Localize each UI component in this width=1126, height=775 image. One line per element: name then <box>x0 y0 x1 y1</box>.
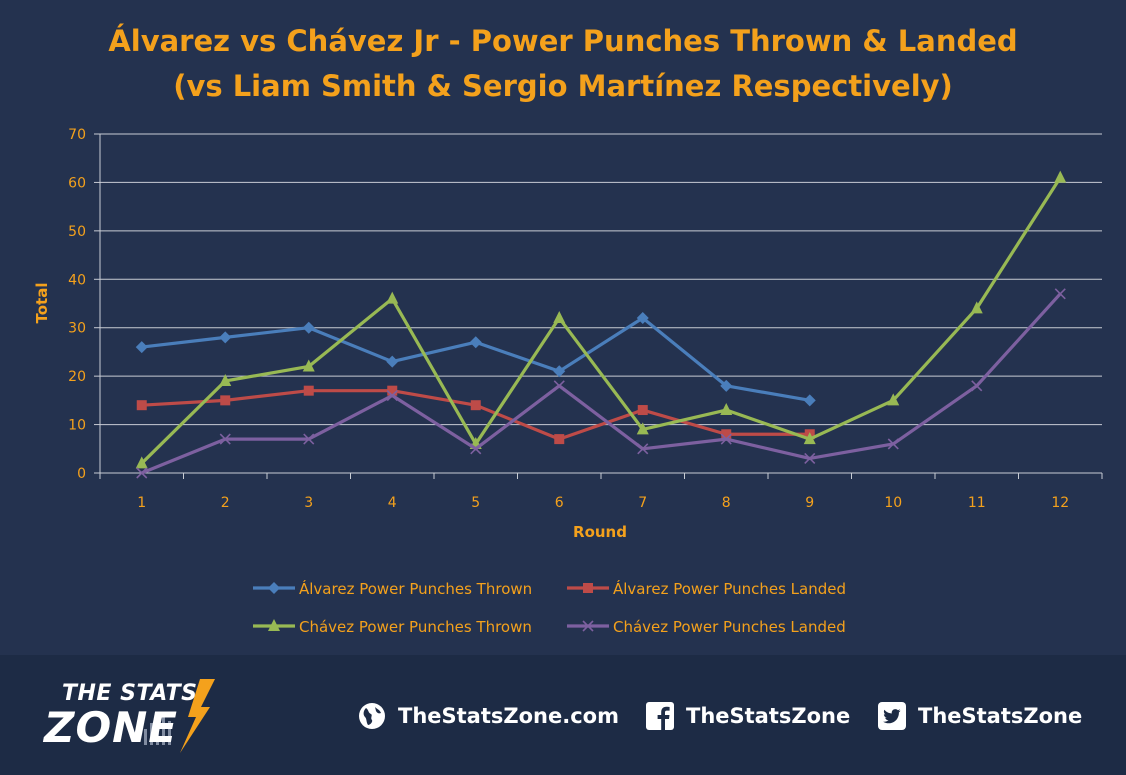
x-tick-label: 1 <box>137 495 146 511</box>
series-lines <box>136 171 1067 478</box>
facebook-icon <box>646 702 674 730</box>
x-tick-label: 11 <box>968 495 986 511</box>
data-point <box>303 322 315 334</box>
logo-text-bottom: ZONE <box>44 703 178 752</box>
y-axis-title: Total <box>33 283 51 324</box>
x-tick-label: 6 <box>555 495 564 511</box>
data-point <box>720 403 732 415</box>
website-text: TheStatsZone.com <box>398 704 619 728</box>
chart-panel: Álvarez vs Chávez Jr - Power Punches Thr… <box>0 0 1126 655</box>
legend-label: Chávez Power Punches Thrown <box>299 618 532 636</box>
data-point <box>220 395 230 405</box>
data-point <box>386 292 398 304</box>
x-tick-label: 5 <box>471 495 480 511</box>
y-tick-label: 20 <box>68 369 86 385</box>
legend-item: Chávez Power Punches Landed <box>567 618 846 636</box>
footer-bar: THE STATS ZONE TheStatsZone.com TheStats… <box>0 655 1126 775</box>
data-point <box>553 311 565 323</box>
chart-title-line1: Álvarez vs Chávez Jr - Power Punches Thr… <box>108 24 1017 58</box>
legend: Álvarez Power Punches Thrown Álvarez Powe… <box>253 579 846 636</box>
data-point <box>972 381 982 391</box>
legend-label: Chávez Power Punches Landed <box>613 618 846 636</box>
data-point <box>386 356 398 368</box>
x-tick-label: 3 <box>304 495 313 511</box>
data-point <box>638 405 648 415</box>
data-point <box>804 394 816 406</box>
stats-zone-logo: THE STATS ZONE <box>40 677 250 757</box>
chart-title-line2: (vs Liam Smith & Sergio Martínez Respect… <box>173 69 953 103</box>
y-tick-label: 60 <box>68 175 86 191</box>
series-2 <box>137 386 815 444</box>
data-point <box>137 400 147 410</box>
legend-item: Álvarez Power Punches Landed <box>567 579 846 598</box>
x-tick-label: 9 <box>805 495 814 511</box>
legend-item: Chávez Power Punches Thrown <box>253 618 532 636</box>
x-tick-label: 4 <box>388 495 397 511</box>
x-tick-labels: 1 2 3 4 5 6 7 8 9 10 11 12 <box>137 495 1069 511</box>
series-line <box>142 318 810 400</box>
facebook-text: TheStatsZone <box>686 704 850 728</box>
legend-item: Álvarez Power Punches Thrown <box>253 579 532 598</box>
series-1 <box>136 312 816 406</box>
website-link[interactable]: TheStatsZone.com <box>358 701 619 731</box>
data-point <box>554 434 564 444</box>
x-axis-title: Round <box>573 523 627 541</box>
y-tick-label: 10 <box>68 418 86 434</box>
legend-label: Álvarez Power Punches Thrown <box>299 579 532 598</box>
line-chart: Álvarez vs Chávez Jr - Power Punches Thr… <box>0 0 1126 655</box>
twitter-text: TheStatsZone <box>918 704 1082 728</box>
data-point <box>554 381 564 391</box>
data-point <box>219 331 231 343</box>
series-4 <box>137 289 1066 478</box>
legend-label: Álvarez Power Punches Landed <box>613 579 846 598</box>
data-point <box>1054 171 1066 183</box>
twitter-link[interactable]: TheStatsZone <box>878 701 1082 731</box>
y-tick-labels: 0 10 20 30 40 50 60 70 <box>68 127 86 482</box>
data-point <box>471 400 481 410</box>
series-line <box>142 178 1061 464</box>
legend-swatch-marker <box>583 583 593 593</box>
legend-swatch-marker <box>268 582 280 594</box>
facebook-link[interactable]: TheStatsZone <box>646 701 850 731</box>
x-tick-label: 8 <box>722 495 731 511</box>
data-point <box>304 386 314 396</box>
x-tick-label: 10 <box>884 495 902 511</box>
y-tick-label: 30 <box>68 321 86 337</box>
y-tick-label: 40 <box>68 272 86 288</box>
data-point <box>1055 289 1065 299</box>
x-tick-label: 12 <box>1051 495 1069 511</box>
gridlines <box>100 134 1102 425</box>
globe-icon <box>358 702 386 730</box>
series-line <box>142 294 1061 473</box>
x-tick-label: 2 <box>221 495 230 511</box>
y-tick-label: 0 <box>77 466 86 482</box>
twitter-icon <box>878 702 906 730</box>
data-point <box>470 336 482 348</box>
y-tick-label: 70 <box>68 127 86 143</box>
x-tick-label: 7 <box>638 495 647 511</box>
data-point <box>136 341 148 353</box>
y-tick-label: 50 <box>68 224 86 240</box>
